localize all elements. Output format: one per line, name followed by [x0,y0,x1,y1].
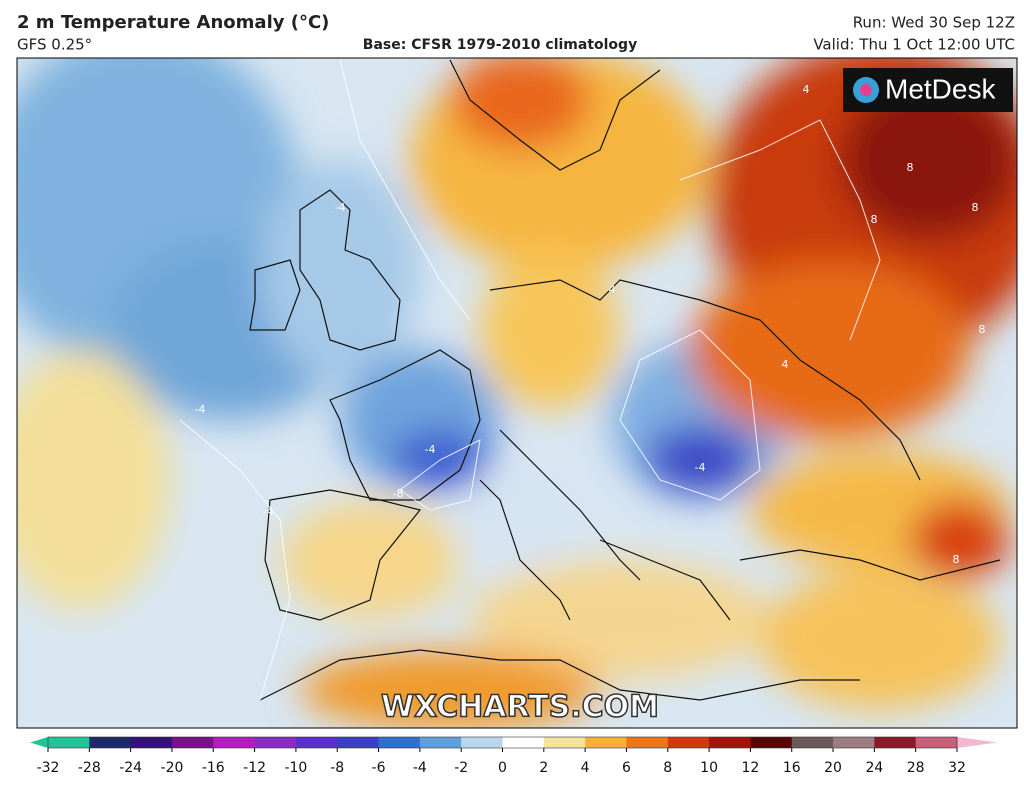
colorbar-tick-label: 20 [824,760,842,776]
colorbar-segment [585,737,627,748]
colorbar-segment [213,737,256,748]
valid: Valid: Thu 1 Oct 12:00 UTC [813,36,1015,54]
colorbar-segment [543,737,586,748]
contour-label: -4 [263,505,274,518]
colorbar-tick-label: -16 [202,760,225,776]
colorbar-tick-label: -8 [330,760,344,776]
colorbar-segment [130,737,173,748]
colorbar-segment [626,737,669,748]
contour-label: 8 [979,323,986,336]
colorbar-tick-label: -2 [454,760,468,776]
colorbar-segment [89,737,132,748]
colorbar-segment [502,737,545,748]
colorbar-segment [750,737,793,748]
contour-label: -4 [695,461,706,474]
colorbar-tick-label: 0 [498,760,507,776]
colorbar-tick-label: 2 [539,760,548,776]
contour-label: 8 [972,201,979,214]
colorbar-segment [295,737,338,748]
contour-label: -8 [393,487,404,500]
colorbar-tick-label: 16 [783,760,801,776]
colorbar-segment [915,737,958,748]
colorbar-tick-label: 12 [741,760,759,776]
contour-label: 8 [907,161,914,174]
map: -4 -4 -4 -8 -4 4 4 8 8 8 8 4 -4 8 MetDes… [17,58,1017,728]
colorbar-tick-label: 24 [865,760,883,776]
colorbar-tick-label: -6 [372,760,386,776]
colorbar-tick-label: -12 [243,760,266,776]
contour-label: 8 [953,553,960,566]
contour-label: -4 [425,443,436,456]
colorbar-tick-label: 4 [581,760,590,776]
colorbar-frame [47,736,958,749]
contour-label: -4 [335,201,346,214]
model: GFS 0.25° [17,36,92,54]
colorbar-tick-label: 6 [622,760,631,776]
colorbar-segment [461,737,503,748]
run: Run: Wed 30 Sep 12Z [853,14,1015,32]
colorbar-end [957,737,997,748]
colorbar-tick-label: -10 [284,760,307,776]
colorbar-segment [709,737,751,748]
colorbar-segment [337,737,380,748]
base: Base: CFSR 1979-2010 climatology [363,37,637,53]
logo: MetDesk [885,73,996,104]
contour-label: 4 [782,358,789,371]
contour-label: 8 [871,213,878,226]
colorbar: -32 -28 -24 -20 -16 -12 -10 -8 -6 -4 -2 0 2 4 6 8 10 12 16… [30,736,997,776]
colorbar-segment [833,737,875,748]
contour-label: -4 [195,403,206,416]
colorbar-tick-label: -32 [37,760,60,776]
colorbar-segment [874,737,917,748]
colorbar-segment [171,737,214,748]
contour-label: 4 [609,283,616,296]
colorbar-tick-label: 8 [663,760,672,776]
colorbar-segment [791,737,834,748]
colorbar-segment [419,737,462,748]
colorbar-segment [378,737,421,748]
title: 2 m Temperature Anomaly (°C) [17,12,329,33]
colorbar-end [30,737,48,748]
colorbar-tick-label: 28 [907,760,925,776]
colorbar-tick-label: -28 [78,760,101,776]
logo-icon [860,84,872,96]
colorbar-segment [667,737,710,748]
colorbar-tick-label: -4 [413,760,427,776]
colorbar-segment [48,737,90,748]
colorbar-tick-label: -20 [161,760,184,776]
contour-label: 4 [803,83,810,96]
colorbar-tick-label: -24 [119,760,142,776]
colorbar-tick-label: 10 [700,760,718,776]
map-frame [16,57,1018,729]
colorbar-segment [254,737,297,748]
colorbar-tick-label: 32 [948,760,966,776]
watermark: WXCHARTS.COM [381,690,659,725]
